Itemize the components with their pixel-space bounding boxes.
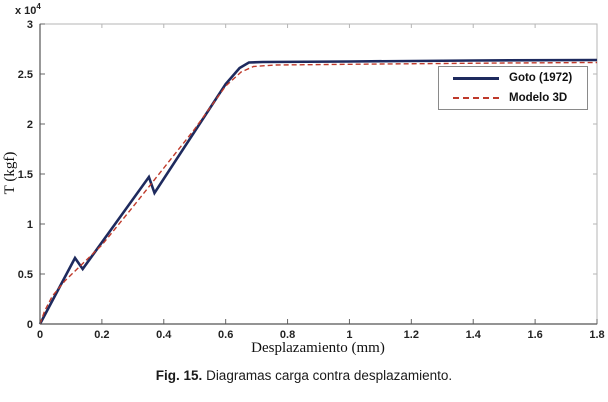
x-tick-label: 1.4 — [466, 329, 482, 341]
data-series — [38, 58, 598, 325]
y-tick-label: 1 — [27, 219, 33, 231]
caption-text: Diagramas carga contra desplazamiento. — [202, 368, 453, 383]
x-tick-label: 0.6 — [218, 329, 233, 341]
y-axis-multiplier: x 104 — [15, 2, 41, 17]
y-tick-label: 2.5 — [18, 69, 33, 81]
caption-number: Fig. 15. — [155, 368, 203, 383]
axis-tick-labels: 0 0.2 0.4 0.6 0.8 1 1.2 1.4 1.6 1.8 0 0.5 1 1.5 2 2.5 3 — [18, 19, 605, 341]
legend-label: Modelo 3D — [509, 92, 568, 104]
legend-box: Goto (1972) Modelo 3D — [438, 66, 588, 110]
x-tick-label: 1.8 — [589, 329, 604, 341]
legend-line-sample — [453, 76, 499, 80]
y-tick-label: 0 — [27, 319, 33, 331]
x-tick-label: 1 — [346, 329, 352, 341]
x-tick-label: 0.2 — [94, 329, 109, 341]
figure-caption: Fig. 15. Diagramas carga contra desplaza… — [0, 368, 608, 383]
y-axis-label: T (kgf) — [2, 152, 18, 195]
x-tick-label: 0.4 — [156, 329, 172, 341]
y-tick-label: 2 — [27, 119, 33, 131]
legend-entry-2: Modelo 3D — [439, 90, 587, 106]
legend-line-sample — [453, 97, 499, 99]
x-tick-label: 1.6 — [527, 329, 542, 341]
x-axis-label: Desplazamiento (mm) — [251, 340, 385, 356]
y-tick-label: 3 — [27, 19, 33, 31]
axis-lines — [39, 24, 597, 325]
x-tick-label: 0 — [37, 329, 43, 341]
y-tick-label: 1.5 — [18, 169, 33, 181]
x-tick-label: 1.2 — [404, 329, 419, 341]
y-tick-label: 0.5 — [18, 269, 33, 281]
legend-label: Goto (1972) — [509, 72, 573, 84]
chart-plot: 0 0.2 0.4 0.6 0.8 1 1.2 1.4 1.6 1.800.511.522.53 … — [2, 2, 605, 356]
series-line-1 — [38, 58, 598, 325]
series-line-2 — [39, 61, 598, 325]
legend-entry-1: Goto (1972) — [439, 70, 587, 86]
x-tick-label: 0.8 — [280, 329, 295, 341]
